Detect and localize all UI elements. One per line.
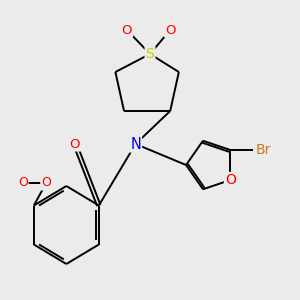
- Text: O: O: [41, 176, 51, 190]
- Text: N: N: [130, 136, 141, 152]
- Text: O: O: [122, 23, 132, 37]
- Text: Br: Br: [256, 143, 271, 157]
- Text: S: S: [146, 47, 154, 61]
- Text: O: O: [165, 23, 175, 37]
- Text: O: O: [18, 176, 28, 190]
- Text: O: O: [225, 173, 236, 187]
- Text: O: O: [70, 137, 80, 151]
